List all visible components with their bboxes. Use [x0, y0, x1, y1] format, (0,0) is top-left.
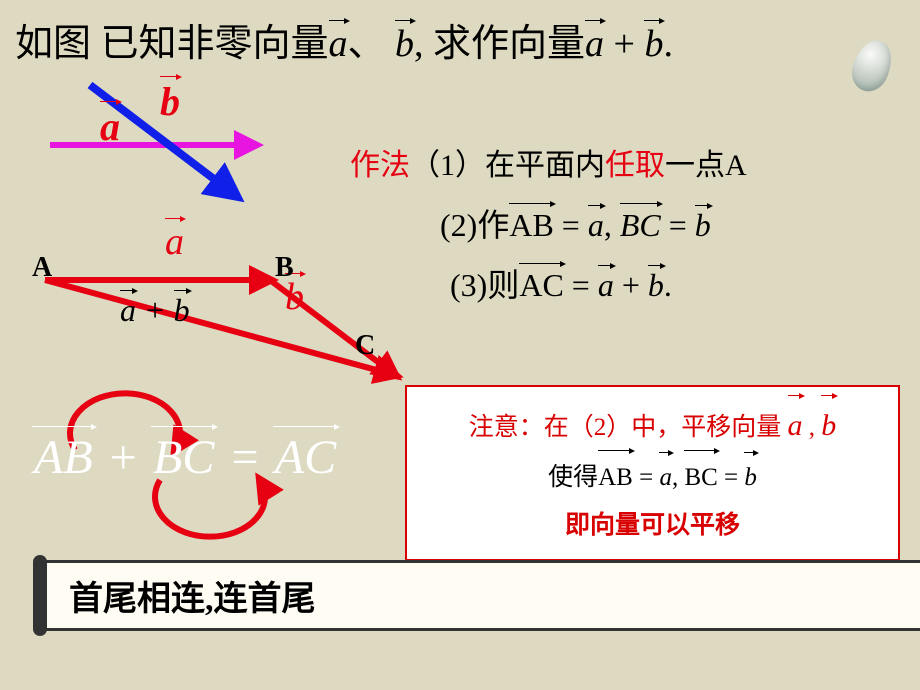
- big-equation: AB + BC = AC: [32, 430, 338, 485]
- scroll-summary: 首尾相连,连首尾: [45, 560, 920, 631]
- curve-arrow-bottom: [155, 480, 265, 537]
- note-box: 注意：在（2）中，平移向量 a , b 使得AB = a, BC = b 即向量…: [405, 385, 900, 561]
- label-a-top: a: [100, 103, 120, 150]
- note-line3: 即向量可以平移: [425, 502, 880, 550]
- method-step2: (2)作AB = a, BC = b: [440, 200, 711, 246]
- point-B: B: [275, 252, 294, 284]
- point-C: C: [355, 330, 375, 362]
- label-a-mid: a: [165, 220, 184, 264]
- method-step1: 作法（1）在平面内任取一点A: [350, 140, 747, 184]
- note-line2: 使得AB = a, BC = b: [425, 454, 880, 502]
- point-A: A: [32, 252, 52, 284]
- vector-sum-red: [45, 280, 395, 375]
- label-a-plus-b: a + b: [120, 292, 190, 329]
- method-step3: (3)则AC = a + b.: [450, 260, 672, 306]
- method-head: 作法: [350, 149, 410, 182]
- label-b-top: b: [160, 78, 180, 125]
- note-line1: 注意：在（2）中，平移向量 a , b: [425, 397, 880, 454]
- scroll-text: 首尾相连,连首尾: [69, 581, 316, 618]
